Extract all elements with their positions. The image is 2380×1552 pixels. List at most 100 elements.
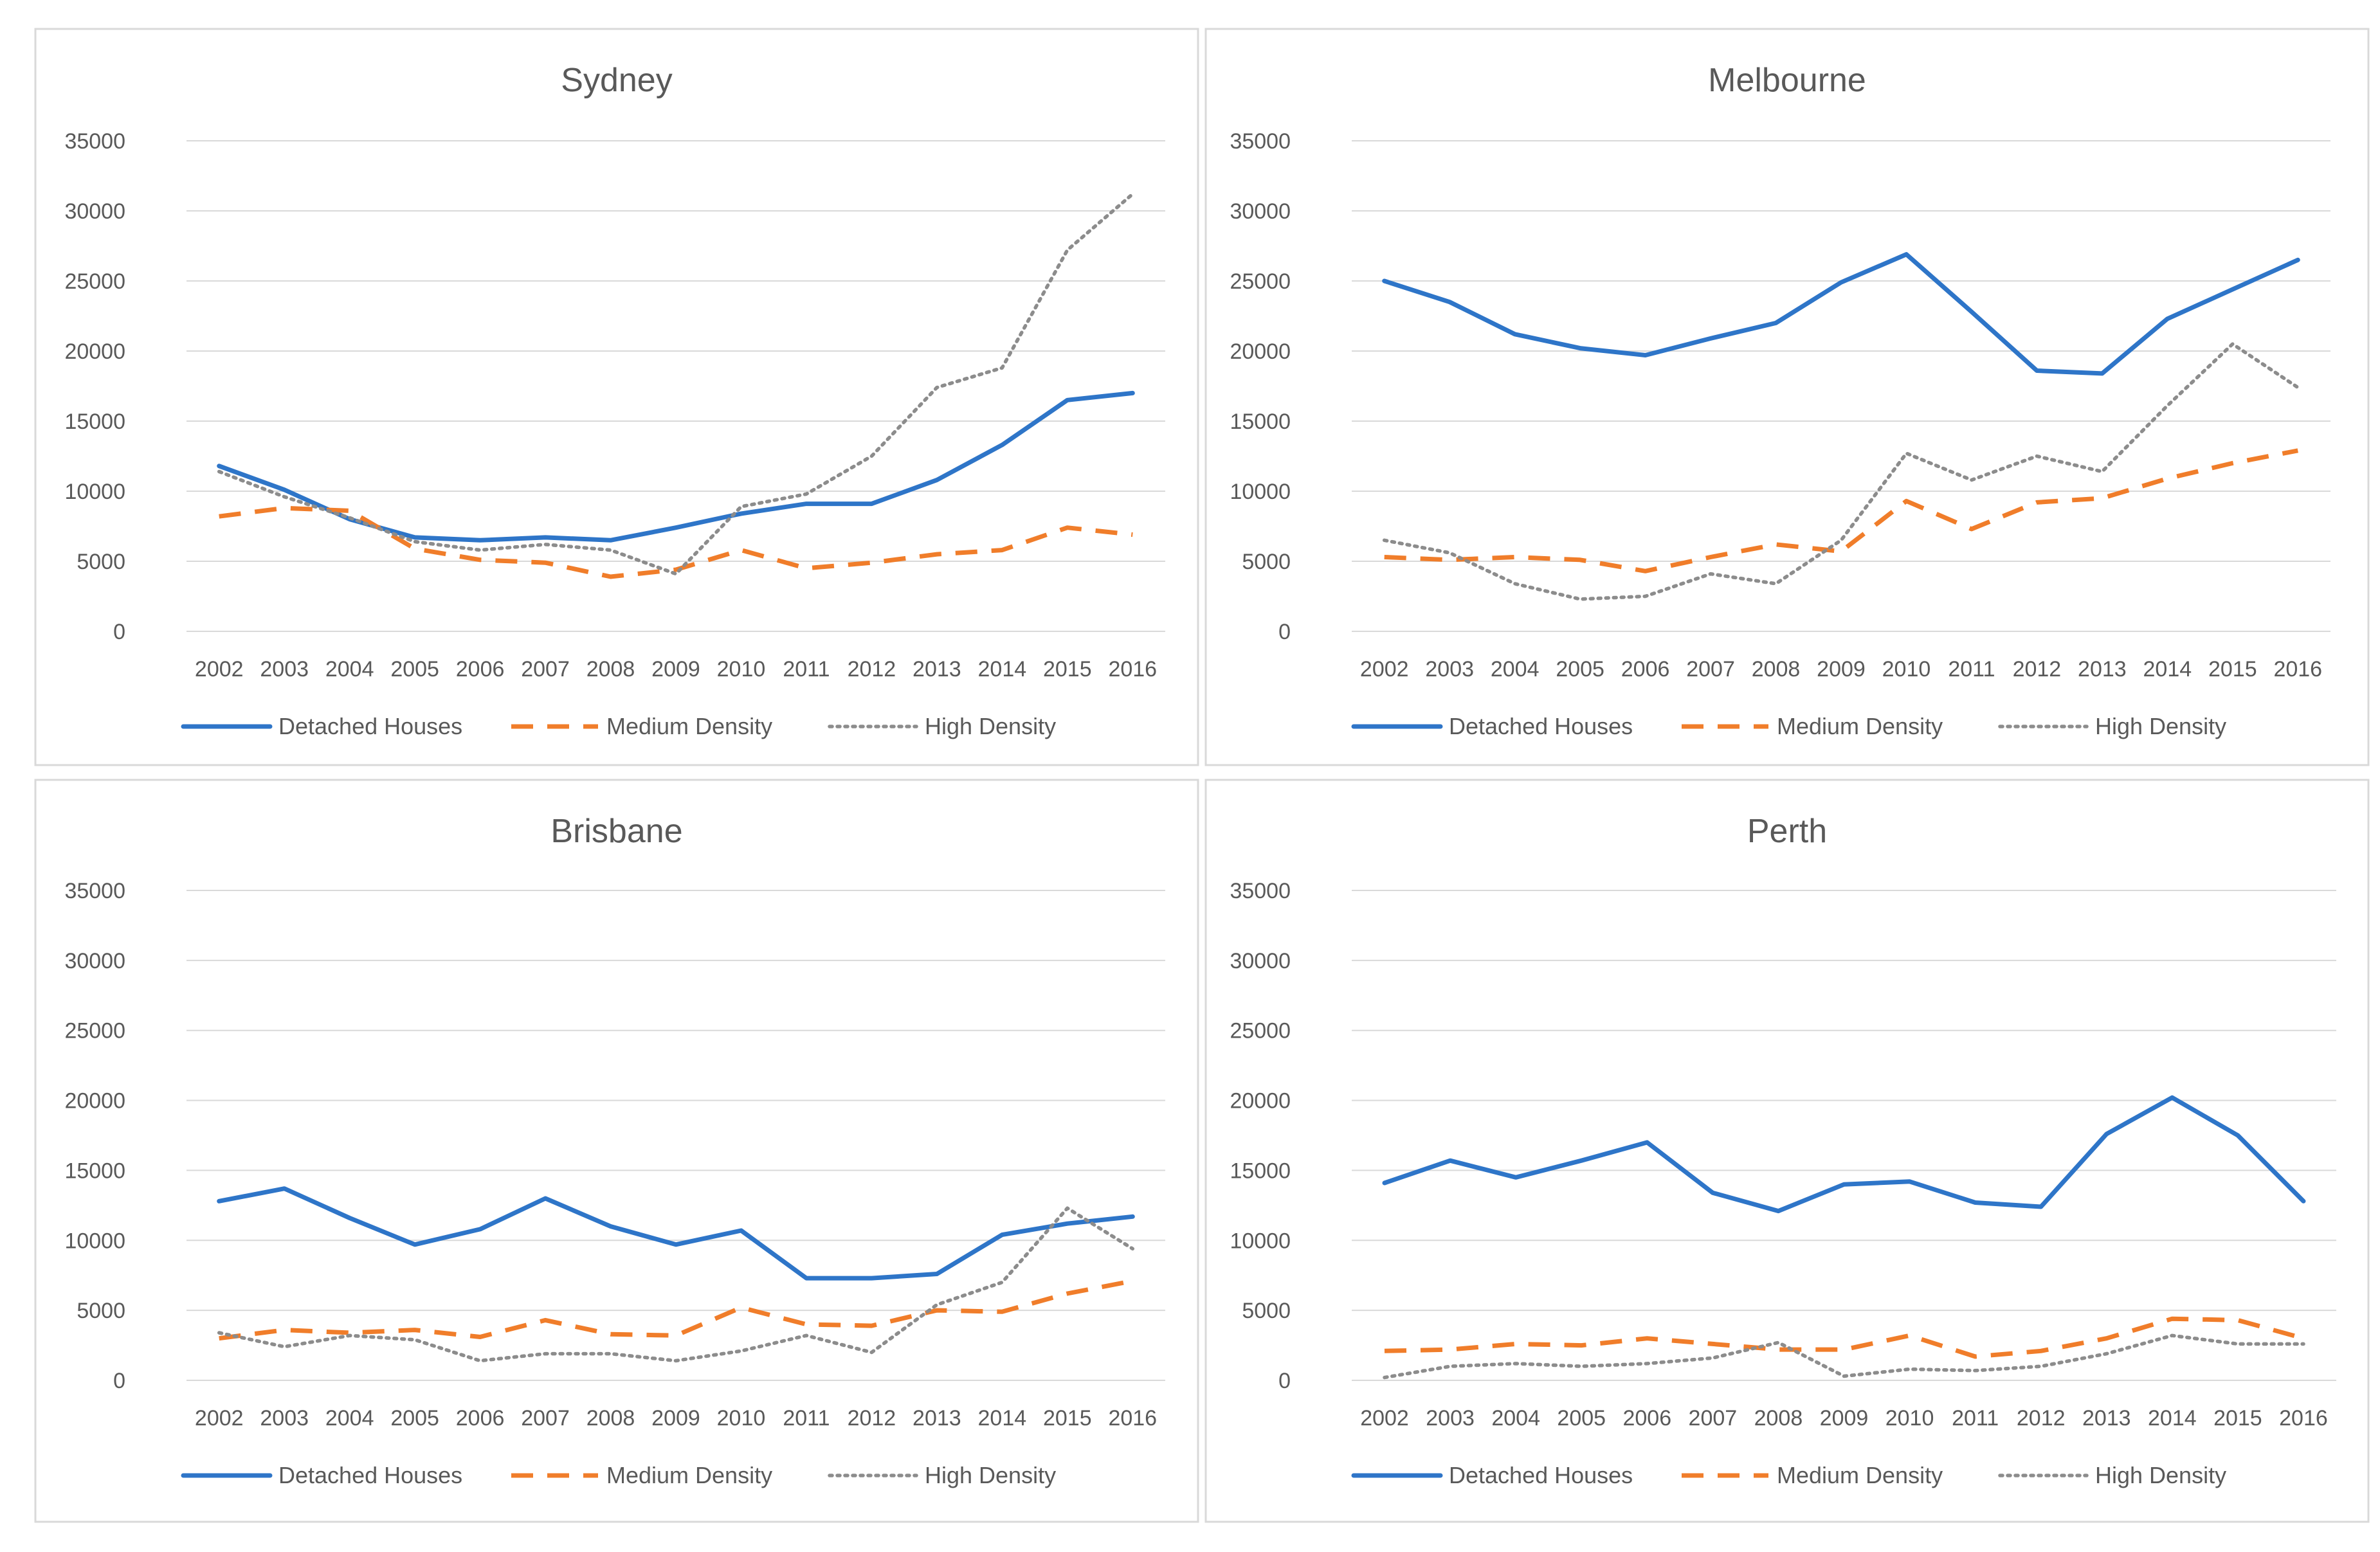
y-tick-label: 5000: [1242, 1299, 1291, 1323]
series-line-detached-houses: [1382, 1095, 2306, 1214]
x-tick-label: 2016: [2273, 657, 2322, 681]
series-line-high-density: [217, 192, 1135, 576]
y-tick-label: 30000: [1230, 199, 1291, 224]
x-tick-label: 2009: [651, 1406, 700, 1430]
y-tick-label: 15000: [64, 410, 125, 434]
y-tick-label: 35000: [64, 129, 125, 154]
x-tick-label: 2004: [1491, 1406, 1540, 1430]
x-tick-label: 2010: [717, 657, 766, 681]
series-line-detached-houses: [1382, 252, 2300, 376]
legend-label: Medium Density: [606, 713, 772, 739]
x-tick-label: 2015: [2213, 1406, 2262, 1430]
panel-brisbane: Brisbane 0 5000 10000 15000 20000 25000 30000 35…: [34, 779, 1199, 1523]
legend-item-high-density: High Density: [828, 1462, 1056, 1488]
legend-item-detached-houses: Detached Houses: [1351, 1462, 1633, 1488]
x-tick-label: 2008: [586, 1406, 635, 1430]
panel-frame: [34, 28, 1199, 766]
y-tick-label: 0: [1278, 620, 1291, 644]
chart-title: Perth: [1747, 813, 1827, 850]
legend-label: Detached Houses: [278, 713, 462, 739]
legend-label: High Density: [925, 1462, 1056, 1488]
legend-item-medium-density: Medium Density: [511, 1462, 772, 1488]
x-tick-label: 2002: [1360, 1406, 1409, 1430]
y-tick-label: 20000: [64, 1089, 125, 1114]
legend-item-detached-houses: Detached Houses: [181, 713, 462, 739]
legend-label: Medium Density: [606, 1462, 772, 1488]
y-tick-label: 15000: [1230, 410, 1291, 434]
x-tick-label: 2002: [1360, 657, 1409, 681]
x-tick-label: 2007: [1689, 1406, 1738, 1430]
x-tick-label: 2007: [521, 657, 570, 681]
y-tick-label: 15000: [1230, 1159, 1291, 1183]
x-tick-label: 2004: [325, 1406, 374, 1430]
x-tick-label: 2005: [390, 1406, 439, 1430]
x-tick-label: 2004: [1491, 657, 1540, 681]
x-tick-label: 2006: [1621, 657, 1670, 681]
panel-sydney: Sydney 0 5000 10000 15000 20000 25000 30000 3500…: [34, 28, 1199, 766]
x-tick-label: 2011: [783, 657, 830, 681]
x-tick-label: 2011: [783, 1406, 830, 1430]
legend-item-detached-houses: Detached Houses: [1351, 713, 1633, 739]
x-tick-label: 2016: [2279, 1406, 2328, 1430]
x-tick-label: 2007: [521, 1406, 570, 1430]
x-tick-label: 2003: [260, 657, 309, 681]
x-tick-label: 2004: [325, 657, 374, 681]
y-tick-label: 10000: [64, 480, 125, 504]
x-tick-label: 2003: [1425, 657, 1474, 681]
y-tick-label: 0: [1278, 1369, 1291, 1393]
series-line-detached-houses: [217, 1186, 1135, 1281]
x-tick-label: 2013: [913, 657, 961, 681]
x-tick-label: 2013: [913, 1406, 961, 1430]
x-tick-label: 2010: [717, 1406, 766, 1430]
legend-item-medium-density: Medium Density: [511, 713, 772, 739]
panel-frame: [1204, 28, 2370, 766]
x-tick-label: 2005: [390, 657, 439, 681]
y-tick-label: 10000: [1230, 1229, 1291, 1253]
chart-title: Brisbane: [550, 813, 682, 850]
x-tick-label: 2011: [1948, 657, 1995, 681]
y-tick-label: 10000: [1230, 480, 1291, 504]
y-tick-label: 5000: [1242, 550, 1291, 574]
x-tick-label: 2014: [978, 657, 1027, 681]
y-tick-label: 35000: [1230, 129, 1291, 154]
y-tick-label: 35000: [1230, 879, 1291, 903]
x-tick-label: 2002: [195, 657, 244, 681]
y-tick-label: 5000: [77, 550, 125, 574]
x-tick-label: 2005: [1556, 657, 1604, 681]
legend-label: Medium Density: [1777, 713, 1943, 739]
x-tick-label: 2009: [1820, 1406, 1869, 1430]
y-tick-label: 25000: [64, 1019, 125, 1043]
y-tick-label: 30000: [64, 199, 125, 224]
y-tick-label: 20000: [1230, 339, 1291, 364]
x-tick-label: 2008: [1752, 657, 1801, 681]
x-tick-label: 2009: [1817, 657, 1866, 681]
x-tick-label: 2008: [1754, 1406, 1803, 1430]
y-tick-label: 25000: [64, 269, 125, 294]
x-tick-label: 2012: [2013, 657, 2062, 681]
series-line-medium-density: [1384, 448, 2298, 573]
x-tick-label: 2008: [586, 657, 635, 681]
y-tick-label: 20000: [1230, 1089, 1291, 1114]
x-tick-label: 2012: [848, 657, 896, 681]
x-tick-label: 2012: [848, 1406, 896, 1430]
chart-title: Sydney: [561, 62, 672, 99]
y-tick-label: 5000: [77, 1299, 125, 1323]
x-tick-label: 2014: [2148, 1406, 2197, 1430]
x-tick-label: 2010: [1882, 657, 1931, 681]
y-tick-label: 0: [113, 1369, 125, 1393]
series-line-high-density: [217, 1206, 1135, 1363]
legend-item-medium-density: Medium Density: [1682, 713, 1943, 739]
x-tick-label: 2014: [2143, 657, 2192, 681]
panel-perth: Perth 0 5000 10000 15000 20000 25000 30000 35000…: [1204, 779, 2370, 1523]
panel-melbourne: Melbourne 0 5000 10000 15000 20000 25000 30000 3…: [1204, 28, 2370, 766]
y-tick-label: 35000: [64, 879, 125, 903]
series-line-medium-density: [1384, 1316, 2304, 1359]
legend-item-medium-density: Medium Density: [1682, 1462, 1943, 1488]
y-tick-label: 25000: [1230, 269, 1291, 294]
x-tick-label: 2006: [1622, 1406, 1671, 1430]
y-tick-label: 10000: [64, 1229, 125, 1253]
y-tick-label: 0: [113, 620, 125, 644]
series-line-medium-density: [219, 1278, 1133, 1341]
y-tick-label: 20000: [64, 339, 125, 364]
x-tick-label: 2012: [2017, 1406, 2066, 1430]
